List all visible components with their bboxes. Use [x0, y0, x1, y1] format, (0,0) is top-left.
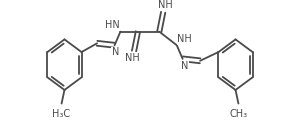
Text: N: N — [112, 47, 119, 57]
Text: CH₃: CH₃ — [230, 109, 247, 119]
Text: NH: NH — [158, 0, 172, 10]
Text: H₃C: H₃C — [52, 109, 70, 119]
Text: NH: NH — [177, 34, 192, 44]
Text: NH: NH — [125, 53, 140, 63]
Text: HN: HN — [105, 20, 120, 30]
Text: N: N — [181, 61, 188, 71]
